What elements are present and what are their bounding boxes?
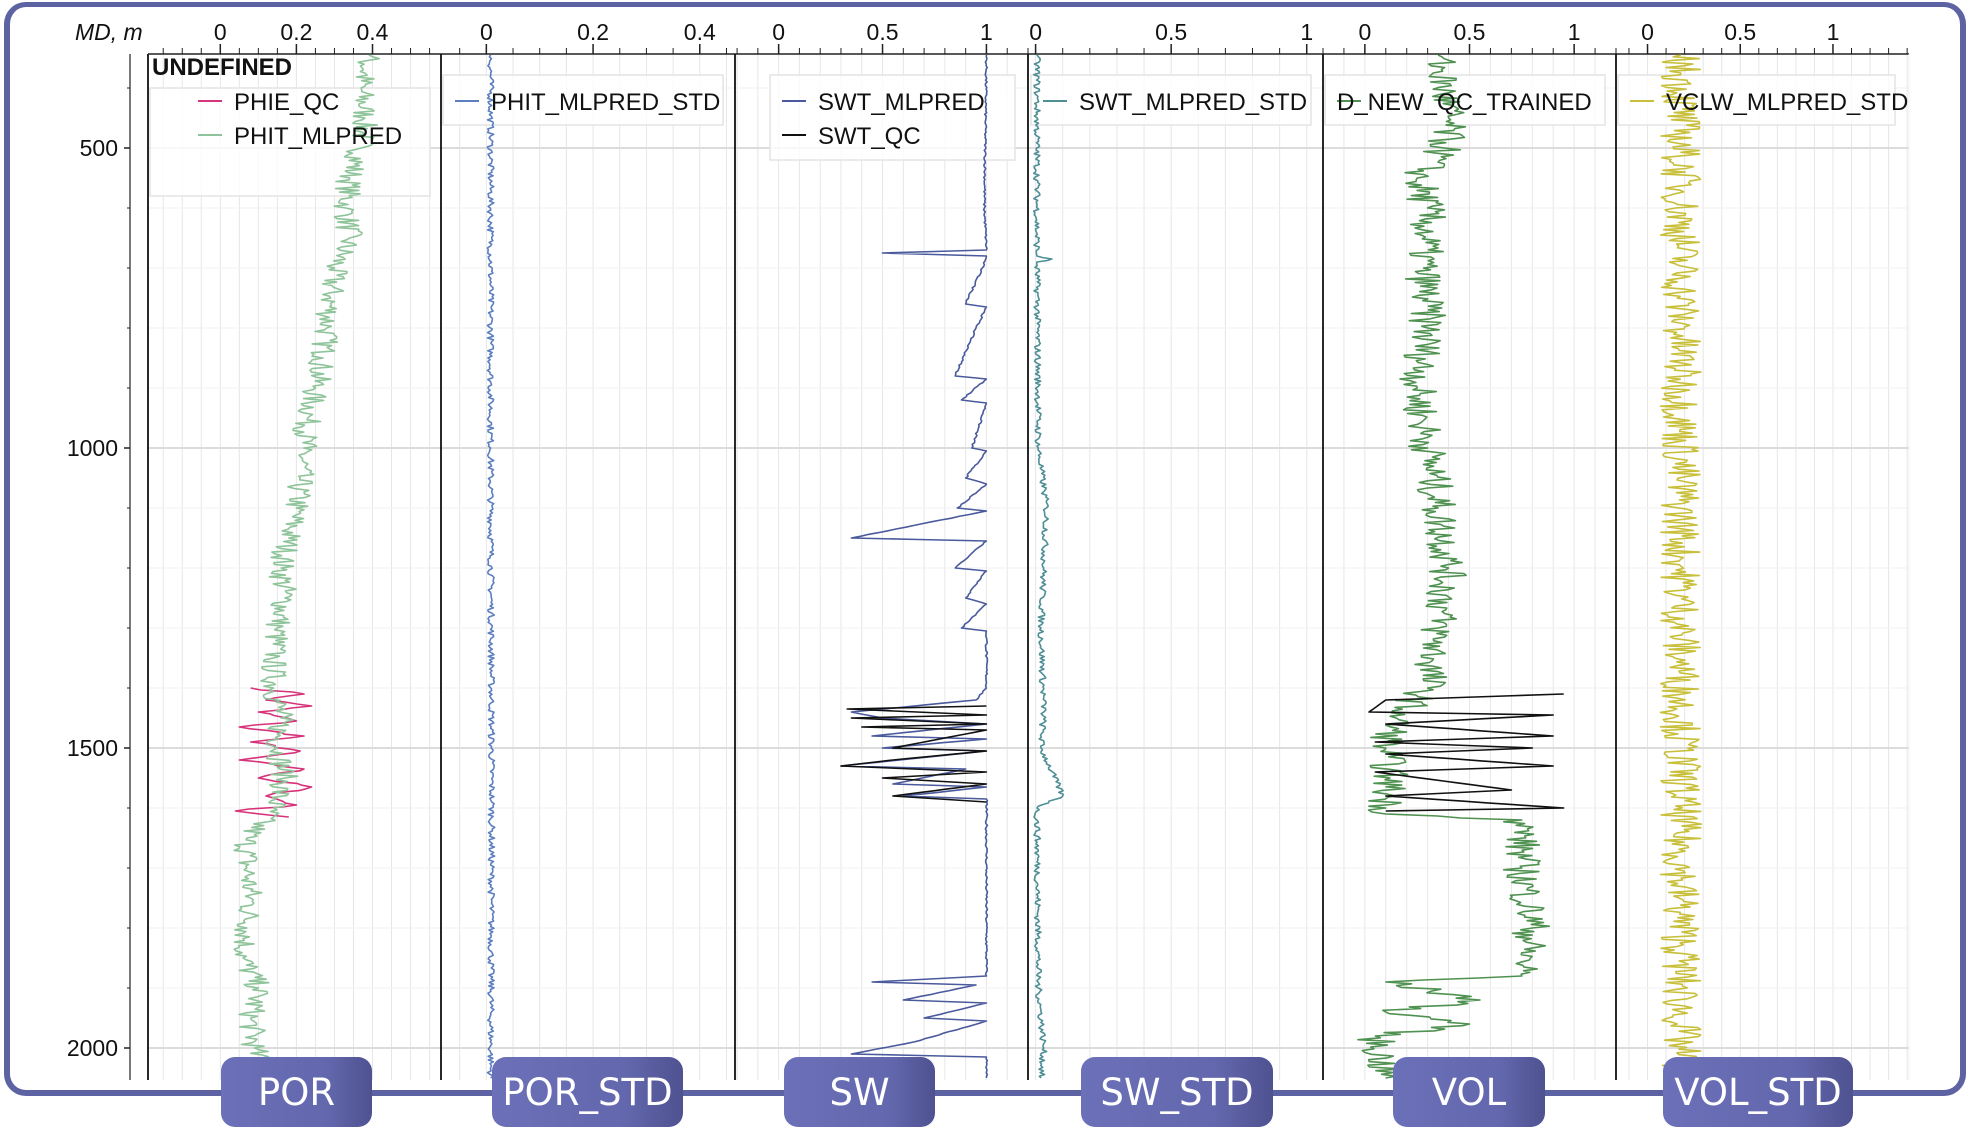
curves (1659, 54, 1703, 1079)
curve-phie-qc (234, 687, 313, 818)
curve-d-new-qc-trained (1357, 54, 1551, 1079)
scale-tick-label: 1 (1300, 19, 1313, 45)
legend-box (769, 74, 1016, 161)
track-label-por: POR (221, 1057, 372, 1127)
track-label-sw: SW (784, 1057, 935, 1127)
curve-phit-mlpred (233, 54, 381, 1079)
track-label-por-std: POR_STD (492, 1057, 683, 1127)
curves (1032, 54, 1064, 1079)
legend-group-title: UNDEFINED (152, 54, 292, 81)
legend-label: D_NEW_QC_TRAINED (1337, 89, 1592, 116)
legend-box (1324, 74, 1606, 126)
track-sw-std: 0 0.5 1 SWT_MLPRED_STD (1027, 19, 1323, 1080)
scale-tick-label: 0 (1029, 19, 1042, 45)
panel-frame (4, 2, 1966, 1096)
curve-swt-qc (840, 705, 988, 803)
curve-phit-mlpred-std (486, 54, 496, 1079)
legend-label: SWT_QC (818, 123, 921, 150)
scale-tick-label: 1 (1827, 19, 1840, 45)
legend-box (1617, 74, 1896, 126)
scale-tick-label: 0 (1358, 19, 1371, 45)
legend-label: PHIT_MLPRED (234, 123, 402, 150)
track-vol-std: 0 0.5 1 VCLW_MLPRED_STD (1615, 19, 1909, 1080)
curves (233, 54, 381, 1079)
legend-box (149, 87, 431, 197)
track-label-vol: VOL (1393, 1057, 1545, 1127)
curve-swt-mlpred-std (1032, 54, 1064, 1079)
scale-tick-label: 0.2 (280, 19, 312, 45)
track-por: 0 0.2 0.4 PHIE_QC PHIT_MLPRED UNDEFINED (147, 19, 441, 1080)
scale-tick-label: 0 (772, 19, 785, 45)
curve-vclw-mlpred-std (1659, 54, 1703, 1079)
scale-tick-label: 1 (1568, 19, 1581, 45)
depth-tick-label: 2000 (67, 1035, 118, 1061)
depth-tick-label: 1000 (67, 435, 118, 461)
scale-tick-label: 0.5 (1155, 19, 1187, 45)
depth-tick-label: 500 (80, 135, 118, 161)
scale-tick-label: 0.2 (577, 19, 609, 45)
curves (840, 54, 989, 1079)
depth-tick-label: 1500 (67, 735, 118, 761)
scale-tick-label: 1 (980, 19, 993, 45)
track-sw: 0 0.5 1 SWT_MLPRED SWT_QC (734, 19, 1029, 1080)
legend-label: PHIE_QC (234, 89, 339, 116)
track-label-vol-std: VOL_STD (1663, 1057, 1853, 1127)
scale-tick-label: 0.4 (357, 19, 389, 45)
track-vol: 0 0.5 1 D_NEW_QC_TRAINED (1322, 19, 1617, 1080)
depth-axis-label: MD, m (75, 19, 143, 45)
legend-box (1030, 74, 1312, 126)
scale-tick-label: 0.5 (1454, 19, 1486, 45)
scale-tick-label: 0 (214, 19, 227, 45)
curve-qc (1368, 693, 1565, 812)
legend-box (442, 74, 724, 126)
curves (1357, 54, 1565, 1079)
curve-swt-mlpred (840, 54, 989, 1079)
legend-label: PHIT_MLPRED_STD (491, 89, 720, 116)
scale-tick-label: 0 (480, 19, 493, 45)
track-por-std: 0 0.2 0.4 PHIT_MLPRED_STD (440, 19, 735, 1080)
legend-label: SWT_MLPRED (818, 89, 985, 116)
scale-tick-label: 0.4 (684, 19, 716, 45)
curves (486, 54, 496, 1079)
legend-label: VCLW_MLPRED_STD (1666, 89, 1908, 116)
scale-tick-label: 0.5 (867, 19, 899, 45)
track-label-sw-std: SW_STD (1081, 1057, 1273, 1127)
scale-tick-label: 0.5 (1724, 19, 1756, 45)
legend-label: SWT_MLPRED_STD (1079, 89, 1307, 116)
scale-tick-label: 0 (1641, 19, 1654, 45)
